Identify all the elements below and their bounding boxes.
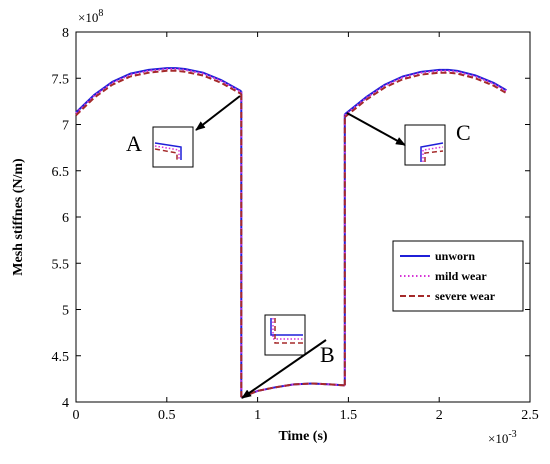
y-tick-label: 5.5 bbox=[52, 257, 70, 272]
series-line-unworn bbox=[75, 67, 242, 114]
series-line-severe-wear bbox=[240, 382, 345, 399]
series-line-unworn bbox=[344, 68, 507, 116]
annotation-a: A bbox=[126, 131, 142, 156]
arrow-a bbox=[195, 95, 241, 131]
series-line-mild-wear bbox=[240, 382, 345, 399]
series-line-mild-wear bbox=[75, 68, 242, 115]
arrow-b bbox=[241, 339, 327, 399]
y-multiplier-label: ×108 bbox=[78, 8, 103, 25]
legend-label-mild-wear: mild wear bbox=[435, 269, 487, 283]
y-tick-label: 8 bbox=[62, 26, 69, 41]
x-tick-label: 0.5 bbox=[158, 408, 176, 423]
arrow-c bbox=[346, 112, 406, 146]
x-tick-label: 2.5 bbox=[521, 408, 539, 423]
series-line-severe-wear bbox=[75, 69, 242, 117]
x-tick-label: 2 bbox=[436, 408, 443, 423]
axis-ticks: 0 0.5 1 1.5 2 2.5 4 4.5 5 5.5 6 6.5 7 7.5 8 bbox=[52, 26, 539, 423]
inset-box-c bbox=[404, 124, 446, 166]
y-axis-title: Mesh stiffnes (N/m) bbox=[11, 158, 26, 276]
annotation-c: C bbox=[456, 120, 471, 145]
y-tick-label: 5 bbox=[62, 304, 69, 319]
x-tick-label: 0 bbox=[73, 408, 80, 423]
y-tick-label: 7.5 bbox=[52, 72, 70, 87]
y-tick-label: 4.5 bbox=[52, 350, 70, 365]
y-tick-label: 4 bbox=[62, 396, 69, 411]
annotation-b: B bbox=[320, 342, 335, 367]
x-tick-label: 1.5 bbox=[340, 408, 358, 423]
legend-label-unworn: unworn bbox=[435, 249, 475, 263]
y-tick-label: 6 bbox=[62, 211, 69, 226]
x-axis-title: Time (s) bbox=[278, 429, 327, 444]
x-tick-label: 1 bbox=[254, 408, 261, 423]
legend-box bbox=[392, 240, 524, 312]
series-severe-wear bbox=[75, 69, 507, 399]
series-layer bbox=[75, 67, 507, 399]
y-tick-label: 6.5 bbox=[52, 165, 70, 180]
zoom-insets bbox=[152, 124, 446, 356]
x-multiplier-label: ×10-3 bbox=[488, 429, 517, 446]
y-tick-label: 7 bbox=[62, 119, 69, 134]
inset-box-b bbox=[264, 314, 306, 356]
legend-label-severe-wear: severe wear bbox=[435, 289, 496, 303]
legend: unworn mild wear severe wear bbox=[392, 240, 524, 312]
inset-box-a bbox=[152, 126, 194, 168]
annotation-arrows bbox=[195, 95, 406, 399]
